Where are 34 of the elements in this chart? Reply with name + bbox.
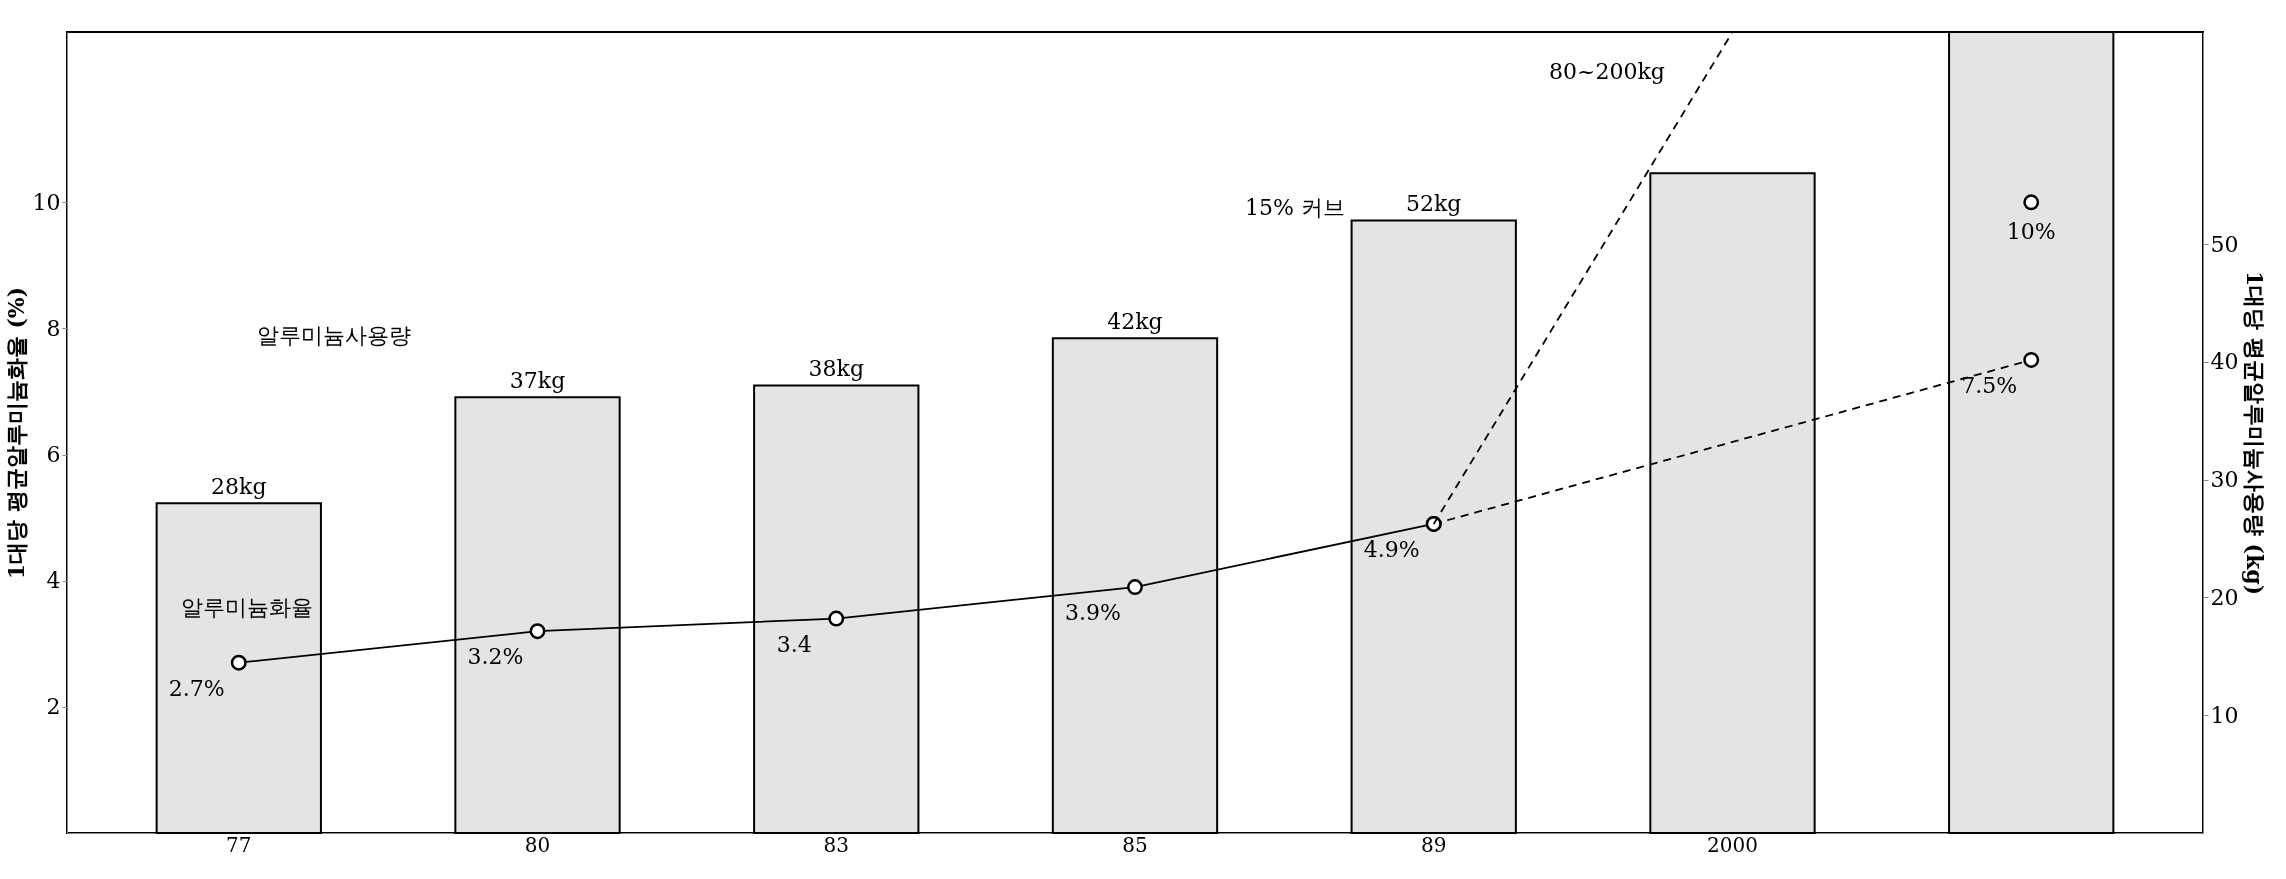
x-tick-label: 2000: [1707, 832, 1758, 857]
y-axis-title: 1대당 평균알루미늄화율 (%): [2, 286, 29, 580]
y2-tick-label: 50: [2210, 231, 2239, 257]
y2-axis-title: 1대당 평균알루미늄사용량 (kg): [2242, 270, 2269, 596]
x-tick-label: 77: [226, 832, 252, 857]
annotation: 80~200kg: [1549, 59, 1665, 84]
y2-tick-label: 20: [2210, 584, 2239, 610]
y-tick-label: 8: [46, 315, 61, 341]
data-label: 7.5%: [1961, 372, 2018, 398]
x-tick-label: 80: [524, 832, 551, 857]
data-label: 2.7%: [168, 675, 225, 701]
data-label: 28kg: [211, 474, 267, 500]
data-label: 3.9%: [1065, 600, 1121, 626]
data-label: 3.4: [776, 631, 812, 657]
data-label: 4.9%: [1363, 536, 1420, 562]
y2-tick-label: 30: [2210, 467, 2239, 493]
annotation: 알루미늄화율: [181, 595, 313, 620]
data-label: 10%: [2006, 219, 2056, 245]
x-tick-label: 85: [1122, 832, 1148, 857]
y2-tick-label: 10: [2210, 702, 2239, 728]
x-tick-label: 89: [1421, 832, 1447, 857]
y-tick-label: 4: [46, 568, 61, 594]
annotation: 알루미늄사용량: [257, 323, 411, 348]
data-label: 52kg: [1406, 191, 1462, 217]
y-tick-label: 6: [46, 442, 61, 468]
x-tick-label: 83: [823, 832, 849, 857]
y2-tick-label: 40: [2210, 349, 2239, 375]
data-label: 37kg: [509, 368, 566, 394]
y-tick-label: 2: [46, 694, 61, 720]
data-label: 3.2%: [467, 644, 524, 670]
y-tick-label: 10: [32, 189, 61, 215]
annotation: 15% 커브: [1245, 195, 1345, 220]
data-label: 38kg: [808, 356, 864, 382]
data-label: 42kg: [1107, 309, 1163, 335]
